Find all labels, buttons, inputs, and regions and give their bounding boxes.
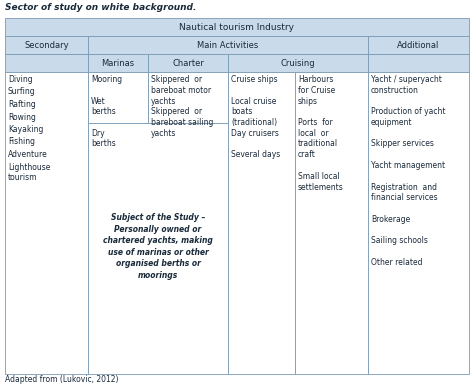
Bar [88,123,228,374]
Bar [228,54,368,72]
Bar [88,36,368,54]
Text: Rafting: Rafting [8,100,36,109]
Text: Lighthouse
tourism: Lighthouse tourism [8,163,50,182]
Text: Adapted from (Lukovic, 2012): Adapted from (Lukovic, 2012) [5,375,118,384]
Text: Cruising: Cruising [281,59,315,68]
Text: Rowing: Rowing [8,113,36,121]
Text: Additional: Additional [397,40,440,50]
Text: Kayaking: Kayaking [8,125,44,134]
Bar [88,72,148,123]
Text: Marinas: Marinas [101,59,135,68]
Bar [148,72,228,123]
Text: Secondary: Secondary [24,40,69,50]
Text: Sector of study on white background.: Sector of study on white background. [5,3,196,12]
Bar [5,72,88,374]
Text: Adventure: Adventure [8,150,48,159]
Bar [5,18,469,36]
Bar [5,54,88,72]
Bar [295,72,368,374]
Bar [88,54,148,72]
Bar [368,36,469,54]
Text: Mooring

Wet
berths

Dry
berths: Mooring Wet berths Dry berths [91,75,122,149]
Text: Yacht / superyacht
construction

Production of yacht
equipment

Skipper services: Yacht / superyacht construction Producti… [371,75,446,267]
Bar [5,36,88,54]
Bar [148,54,228,72]
Text: Skippered  or
bareboat motor
yachts
Skippered  or
bareboat sailing
yachts: Skippered or bareboat motor yachts Skipp… [151,75,213,138]
Text: Cruise ships

Local cruise
boats
(traditional)
Day cruisers

Several days: Cruise ships Local cruise boats (traditi… [231,75,280,159]
Text: Charter: Charter [172,59,204,68]
Text: Fishing: Fishing [8,137,35,147]
Text: Surfing: Surfing [8,88,36,97]
Text: Diving: Diving [8,75,33,84]
Bar [228,72,295,374]
Text: Harbours
for Cruise
ships

Ports  for
local  or
traditional
craft

Small local
s: Harbours for Cruise ships Ports for loca… [298,75,344,192]
Text: Nautical tourism Industry: Nautical tourism Industry [180,23,294,31]
Text: Main Activities: Main Activities [197,40,259,50]
Text: Subject of the Study –
Personally owned or
chartered yachts, making
use of marin: Subject of the Study – Personally owned … [103,213,213,280]
Bar [368,72,469,374]
Bar [368,54,469,72]
